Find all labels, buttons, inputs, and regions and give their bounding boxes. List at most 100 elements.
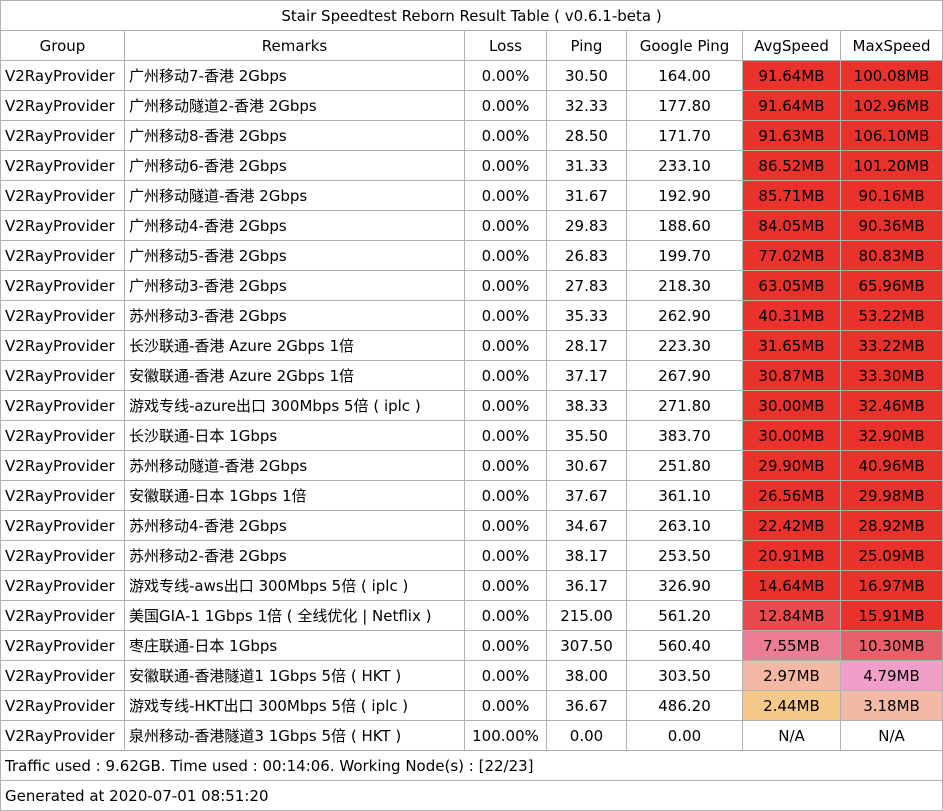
cell-remarks: 游戏专线-HKT出口 300Mbps 5倍 ( iplc ) [124,690,465,721]
cell-max-speed: 16.97MB [839,570,943,601]
cell-google-ping: 253.50 [626,540,743,571]
cell-loss: 0.00% [464,570,547,601]
cell-avg-speed: 31.65MB [742,330,841,361]
title-row: Stair Speedtest Reborn Result Table ( v0… [0,0,943,31]
cell-google-ping: 561.20 [626,600,743,631]
cell-max-speed: 106.10MB [839,120,943,151]
cell-remarks: 长沙联通-日本 1Gbps [124,420,465,451]
cell-remarks: 苏州移动隧道-香港 2Gbps [124,450,465,481]
cell-loss: 0.00% [464,510,547,541]
header-ping: Ping [546,30,627,61]
cell-remarks: 广州移动7-香港 2Gbps [124,60,465,91]
cell-remarks: 广州移动5-香港 2Gbps [124,240,465,271]
cell-max-speed: 33.22MB [839,330,943,361]
cell-group: V2RayProvider [0,240,125,271]
cell-group: V2RayProvider [0,390,125,421]
cell-ping: 34.67 [546,510,627,541]
cell-group: V2RayProvider [0,660,125,691]
cell-google-ping: 560.40 [626,630,743,661]
cell-remarks: 安徽联通-日本 1Gbps 1倍 [124,480,465,511]
cell-group: V2RayProvider [0,570,125,601]
cell-group: V2RayProvider [0,300,125,331]
cell-group: V2RayProvider [0,120,125,151]
table-row: V2RayProvider 安徽联通-香港隧道1 1Gbps 5倍 ( HKT )… [0,660,943,691]
cell-loss: 0.00% [464,90,547,121]
cell-google-ping: 263.10 [626,510,743,541]
cell-avg-speed: 2.44MB [742,690,841,721]
cell-group: V2RayProvider [0,180,125,211]
cell-remarks: 长沙联通-香港 Azure 2Gbps 1倍 [124,330,465,361]
cell-ping: 26.83 [546,240,627,271]
cell-max-speed: 53.22MB [839,300,943,331]
traffic-row: Traffic used : 9.62GB. Time used : 00:14… [0,750,943,781]
cell-remarks: 广州移动6-香港 2Gbps [124,150,465,181]
table-row: V2RayProvider 广州移动3-香港 2Gbps 0.00% 27.83 218… [0,270,943,301]
cell-max-speed: 90.36MB [839,210,943,241]
cell-ping: 38.33 [546,390,627,421]
cell-avg-speed: 12.84MB [742,600,841,631]
table-row: V2RayProvider 苏州移动3-香港 2Gbps 0.00% 35.33 262… [0,300,943,331]
cell-ping: 29.83 [546,210,627,241]
cell-group: V2RayProvider [0,540,125,571]
cell-ping: 31.33 [546,150,627,181]
cell-google-ping: 267.90 [626,360,743,391]
generated-row: Generated at 2020-07-01 08:51:20 [0,780,943,811]
cell-avg-speed: 30.00MB [742,420,841,451]
cell-loss: 0.00% [464,540,547,571]
cell-google-ping: 223.30 [626,330,743,361]
cell-max-speed: 15.91MB [839,600,943,631]
cell-ping: 37.67 [546,480,627,511]
cell-group: V2RayProvider [0,600,125,631]
cell-ping: 30.67 [546,450,627,481]
cell-ping: 38.00 [546,660,627,691]
table-row: V2RayProvider 泉州移动-香港隧道3 1Gbps 5倍 ( HKT )… [0,720,943,751]
table-row: V2RayProvider 游戏专线-azure出口 300Mbps 5倍 ( i… [0,390,943,421]
cell-remarks: 美国GIA-1 1Gbps 1倍 ( 全线优化 | Netflix ) [124,600,465,631]
table-row: V2RayProvider 广州移动隧道-香港 2Gbps 0.00% 31.67 19… [0,180,943,211]
header-row: Group Remarks Loss Ping Google Ping AvgS… [0,30,943,61]
cell-avg-speed: 7.55MB [742,630,841,661]
cell-ping: 35.50 [546,420,627,451]
table-row: V2RayProvider 安徽联通-香港 Azure 2Gbps 1倍 0.00%… [0,360,943,391]
cell-remarks: 游戏专线-aws出口 300Mbps 5倍 ( iplc ) [124,570,465,601]
cell-avg-speed: 30.00MB [742,390,841,421]
cell-max-speed: 4.79MB [839,660,943,691]
cell-avg-speed: 40.31MB [742,300,841,331]
generated-timestamp: Generated at 2020-07-01 08:51:20 [0,780,943,811]
cell-max-speed: 65.96MB [839,270,943,301]
cell-google-ping: 383.70 [626,420,743,451]
cell-loss: 0.00% [464,480,547,511]
cell-remarks: 苏州移动2-香港 2Gbps [124,540,465,571]
cell-loss: 0.00% [464,360,547,391]
header-google-ping: Google Ping [626,30,743,61]
cell-google-ping: 0.00 [626,720,743,751]
cell-loss: 0.00% [464,150,547,181]
header-remarks: Remarks [124,30,465,61]
cell-ping: 37.17 [546,360,627,391]
cell-remarks: 广州移动隧道2-香港 2Gbps [124,90,465,121]
cell-loss: 0.00% [464,450,547,481]
table-row: V2RayProvider 广州移动7-香港 2Gbps 0.00% 30.50 164… [0,60,943,91]
cell-loss: 0.00% [464,270,547,301]
cell-max-speed: 3.18MB [839,690,943,721]
cell-max-speed: 101.20MB [839,150,943,181]
cell-avg-speed: 91.64MB [742,90,841,121]
cell-avg-speed: 22.42MB [742,510,841,541]
cell-group: V2RayProvider [0,90,125,121]
table-row: V2RayProvider 苏州移动4-香港 2Gbps 0.00% 34.67 263… [0,510,943,541]
cell-max-speed: 80.83MB [839,240,943,271]
cell-remarks: 安徽联通-香港 Azure 2Gbps 1倍 [124,360,465,391]
cell-remarks: 广州移动隧道-香港 2Gbps [124,180,465,211]
cell-ping: 28.50 [546,120,627,151]
cell-loss: 0.00% [464,120,547,151]
header-avg-speed: AvgSpeed [742,30,841,61]
traffic-summary: Traffic used : 9.62GB. Time used : 00:14… [0,750,943,781]
cell-google-ping: 262.90 [626,300,743,331]
cell-loss: 0.00% [464,390,547,421]
cell-group: V2RayProvider [0,420,125,451]
cell-avg-speed: 63.05MB [742,270,841,301]
cell-group: V2RayProvider [0,360,125,391]
cell-max-speed: 29.98MB [839,480,943,511]
cell-remarks: 苏州移动4-香港 2Gbps [124,510,465,541]
